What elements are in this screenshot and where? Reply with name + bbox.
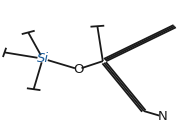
Text: Si: Si xyxy=(37,52,49,65)
Text: O: O xyxy=(73,63,84,76)
Text: N: N xyxy=(158,110,168,123)
